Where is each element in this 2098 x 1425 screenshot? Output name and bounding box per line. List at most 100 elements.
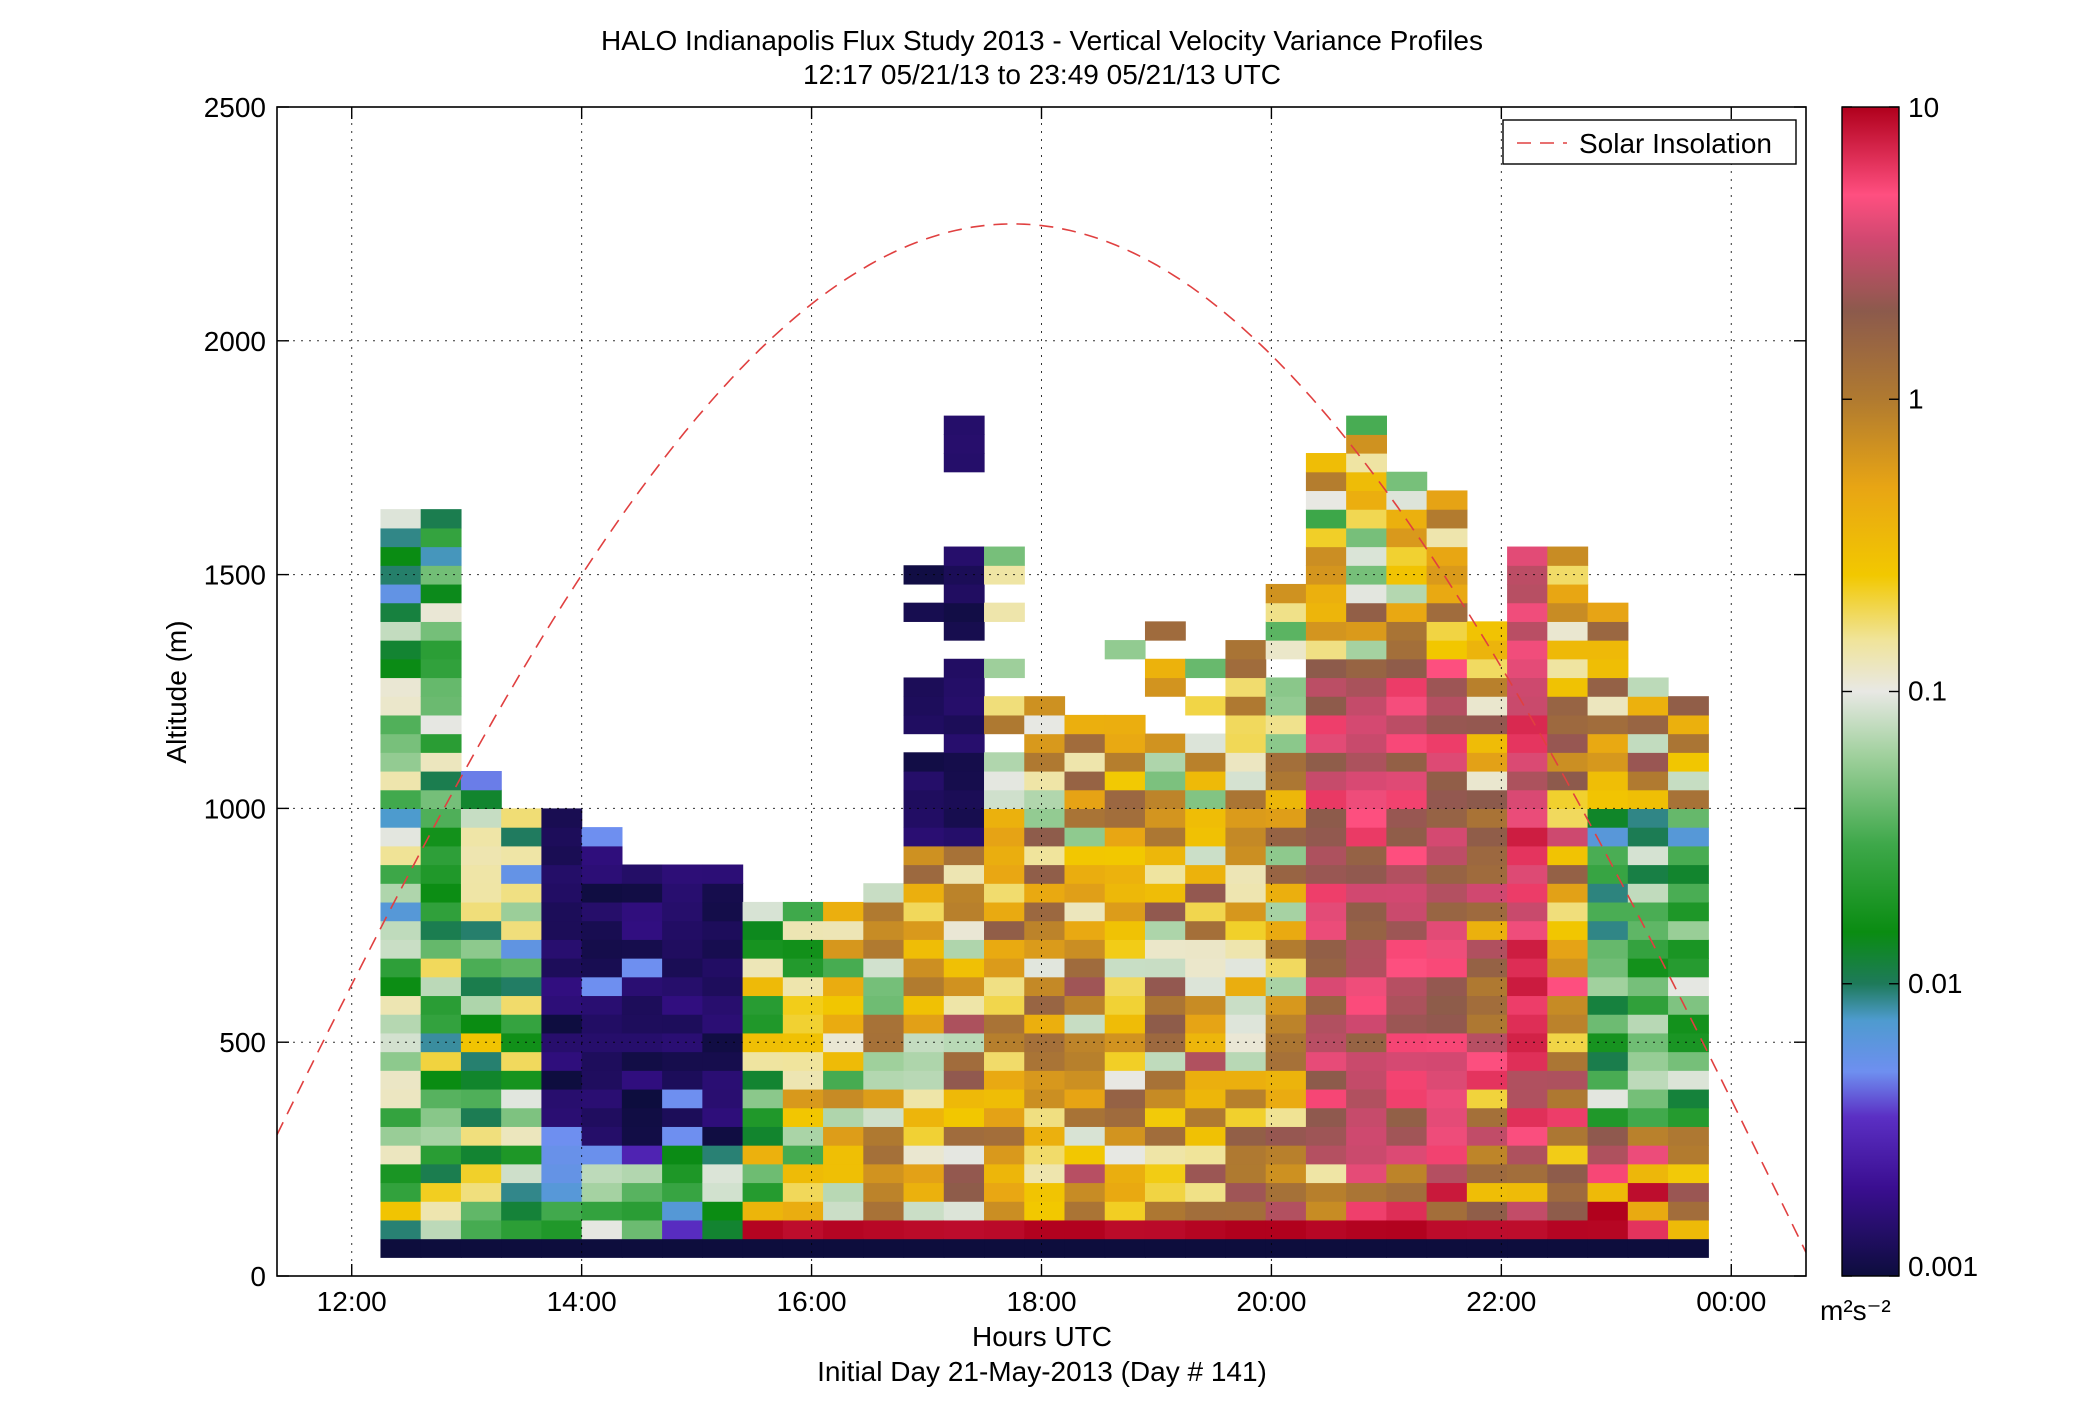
heatmap-cell [984, 864, 1025, 884]
heatmap-cell [1668, 789, 1709, 809]
heatmap-cell [1627, 733, 1669, 753]
heatmap-cell [581, 1219, 623, 1240]
heatmap-cell [460, 845, 502, 866]
heatmap-cell [1144, 901, 1186, 922]
heatmap-cell [1547, 602, 1589, 622]
heatmap-cell [1507, 901, 1548, 922]
heatmap-cell [984, 546, 1025, 566]
heatmap-cell [420, 1219, 462, 1240]
heatmap-cell [1587, 1145, 1629, 1165]
heatmap-cell [903, 714, 945, 735]
heatmap-cell [863, 1088, 905, 1109]
heatmap-cell [1587, 714, 1629, 735]
heatmap-cell [1064, 1182, 1106, 1202]
heatmap-cell [1185, 1145, 1227, 1165]
heatmap-cell [782, 958, 824, 978]
heatmap-cell [460, 808, 502, 828]
heatmap-cell [662, 1014, 703, 1034]
heatmap-cell [1426, 789, 1468, 809]
heatmap-cell [1024, 1182, 1066, 1202]
heatmap-cell [1426, 1107, 1468, 1127]
heatmap-cell [1265, 602, 1307, 622]
heatmap-cell [1507, 621, 1548, 641]
heatmap-cell [1265, 1014, 1307, 1034]
heatmap-cell [621, 1145, 663, 1165]
y-tick-label: 1500 [204, 560, 266, 591]
heatmap-cell [1426, 883, 1468, 903]
heatmap-cell [420, 509, 462, 529]
heatmap-cell [460, 770, 502, 791]
heatmap-cell [943, 565, 985, 585]
heatmap-cell [1024, 1070, 1066, 1090]
heatmap-cell [863, 958, 905, 978]
heatmap-cell [1426, 1032, 1468, 1053]
heatmap-cell [903, 770, 945, 791]
heatmap-cell [420, 1070, 462, 1090]
heatmap-cell [1346, 658, 1387, 679]
heatmap-cell [1104, 752, 1146, 772]
heatmap-cell [1346, 883, 1387, 903]
heatmap-cell [1064, 1107, 1106, 1127]
heatmap-cell [420, 789, 462, 809]
heatmap-cell [1466, 696, 1508, 716]
colorbar-tick-label: 0.1 [1908, 676, 1947, 707]
heatmap-cell [1265, 752, 1307, 772]
heatmap-cell [1507, 1070, 1548, 1090]
heatmap-cell [1587, 640, 1629, 660]
heatmap-cell [863, 1182, 905, 1202]
heatmap-cell [1386, 958, 1428, 978]
heatmap-cell [1587, 845, 1629, 866]
heatmap-cell [1426, 1238, 1468, 1258]
heatmap-cell [1024, 901, 1066, 922]
heatmap-cell [1305, 995, 1347, 1015]
heatmap-cell [1507, 1201, 1548, 1221]
heatmap-cell [541, 1014, 583, 1034]
heatmap-cell [420, 808, 462, 828]
heatmap-cell [863, 920, 905, 940]
heatmap-cell [1024, 1107, 1066, 1127]
heatmap-cell [1346, 1126, 1387, 1146]
heatmap-cell [1265, 864, 1307, 884]
heatmap-cell [1104, 1201, 1146, 1221]
heatmap-cell [1225, 1107, 1267, 1127]
heatmap-cell [420, 546, 462, 566]
heatmap-cell [1144, 1088, 1186, 1109]
heatmap-cell [943, 434, 985, 454]
heatmap-cell [943, 976, 985, 997]
heatmap-cell [662, 883, 703, 903]
heatmap-cell [1346, 714, 1387, 735]
heatmap-cell [1386, 714, 1428, 735]
y-tick-label: 2500 [204, 92, 266, 123]
heatmap-cell [1466, 770, 1508, 791]
heatmap-cell [1386, 733, 1428, 753]
heatmap-cell [1346, 640, 1387, 660]
heatmap-cell [621, 1219, 663, 1240]
heatmap-cell [1305, 1219, 1347, 1240]
heatmap-cell [1064, 1088, 1106, 1109]
heatmap-cell [1064, 864, 1106, 884]
heatmap-cell [1426, 920, 1468, 940]
heatmap-cell [1346, 958, 1387, 978]
heatmap-cell [823, 1238, 864, 1258]
heatmap-cell [1426, 1051, 1468, 1071]
heatmap-cell [903, 827, 945, 847]
heatmap-cell [1466, 1107, 1508, 1127]
heatmap-cell [1627, 939, 1669, 959]
heatmap-cell [1426, 827, 1468, 847]
heatmap-cell [742, 1163, 784, 1184]
legend: Solar Insolation [1502, 119, 1797, 165]
heatmap-cell [380, 527, 422, 548]
heatmap-cell [460, 1126, 502, 1146]
x-tick-label: 00:00 [1696, 1286, 1766, 1317]
heatmap-cell [1547, 1107, 1589, 1127]
heatmap-cell [420, 1163, 462, 1184]
heatmap-cell [1386, 1014, 1428, 1034]
heatmap-cell [943, 1238, 985, 1258]
heatmap-cell [1466, 752, 1508, 772]
heatmap-cell [662, 1219, 703, 1240]
heatmap-cell [1426, 733, 1468, 753]
y-tick-label: 1000 [204, 793, 266, 824]
heatmap-cell [460, 1088, 502, 1109]
heatmap-cell [1547, 752, 1589, 772]
heatmap-cell [1466, 958, 1508, 978]
